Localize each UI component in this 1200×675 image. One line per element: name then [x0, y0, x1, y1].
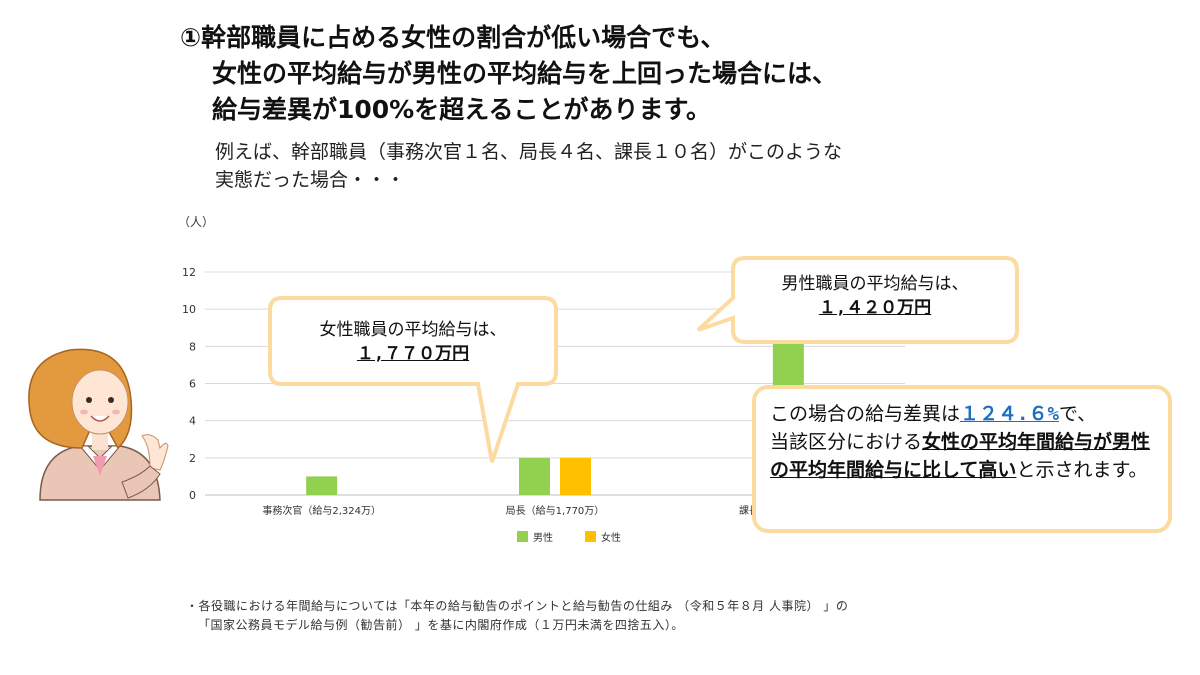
woman-illustration	[28, 348, 169, 501]
note-part-2: で、	[1058, 403, 1097, 425]
bar-male	[519, 457, 550, 495]
bar-female	[560, 457, 591, 495]
x-tick-label: 局長（給与1,770万）	[506, 504, 605, 517]
pay-gap-value: １２４.６%	[960, 403, 1059, 425]
heading-line-1: ①幹部職員に占める女性の割合が低い場合でも、	[180, 23, 726, 52]
intro-line-2: 実態だった場合・・・	[215, 169, 406, 191]
y-tick-label: 2	[189, 452, 196, 465]
note-emphasis: 女性の平均年間給与が男性の平均年間給与に比して高い	[770, 431, 1151, 481]
bar-male	[306, 476, 338, 495]
footnote-line-1: ・各役職における年間給与については「本年の給与勧告のポイントと給与勧告の仕組み …	[186, 599, 849, 613]
y-tick-label: 0	[189, 489, 196, 502]
male-callout-bubble	[696, 256, 1019, 344]
female-salary-callout	[268, 296, 558, 463]
legend-swatch-male	[517, 531, 528, 542]
y-tick-label: 10	[182, 303, 196, 316]
note-part-3: 当該区分における	[770, 431, 923, 453]
result-note-box	[752, 385, 1172, 533]
note-part-1: この場合の給与差異は	[770, 403, 961, 425]
result-note-text: この場合の給与差異は１２４.６%で、 当該区分における女性の平均年間給与が男性の…	[770, 400, 1160, 484]
legend-swatch-female	[585, 531, 596, 542]
y-tick-label: 4	[189, 415, 196, 428]
female-callout-bubble	[268, 296, 558, 463]
intro-line-1: 例えば、幹部職員（事務次官１名、局長４名、課長１０名）がこのような	[215, 141, 843, 163]
y-tick-label: 12	[182, 266, 196, 279]
heading-line-3: 給与差異が100%を超えることがあります。	[212, 95, 711, 124]
footnote: ・各役職における年間給与については「本年の給与勧告のポイントと給与勧告の仕組み …	[186, 597, 848, 635]
male-callout-text: 男性職員の平均給与は、 １,４２０万円	[745, 272, 1005, 320]
male-average-salary: １,４２０万円	[818, 298, 932, 318]
page-heading: ①幹部職員に占める女性の割合が低い場合でも、 女性の平均給与が男性の平均給与を上…	[180, 20, 837, 128]
legend-label: 男性	[533, 531, 553, 544]
heading-line-2: 女性の平均給与が男性の平均給与を上回った場合には、	[212, 59, 838, 88]
y-axis-label: （人）	[178, 215, 214, 229]
intro-text: 例えば、幹部職員（事務次官１名、局長４名、課長１０名）がこのような 実態だった場…	[215, 138, 842, 194]
female-callout-text: 女性職員の平均給与は、 １,７７０万円	[282, 318, 544, 366]
y-tick-label: 8	[189, 340, 196, 353]
y-axis-ticks: 0 2 4 6 8 10 12	[182, 266, 196, 502]
x-axis-ticks: 事務次官（給与2,324万）局長（給与1,770万）課長（給与1,260万）	[262, 504, 837, 517]
legend-label: 女性	[601, 531, 621, 544]
x-tick-label: 事務次官（給与2,324万）	[262, 504, 381, 517]
male-callout-line: 男性職員の平均給与は、	[781, 274, 969, 294]
chart-legend: 男性 女性	[517, 531, 621, 544]
female-average-salary: １,７７０万円	[356, 344, 470, 364]
y-tick-label: 6	[189, 378, 196, 391]
male-salary-callout	[696, 256, 1019, 344]
note-part-4: と示されます。	[1016, 459, 1148, 481]
female-callout-line: 女性職員の平均給与は、	[319, 320, 507, 340]
footnote-line-2: 「国家公務員モデル給与例（勧告前） 」を基に内閣府作成（１万円未満を四捨五入）。	[198, 618, 684, 632]
